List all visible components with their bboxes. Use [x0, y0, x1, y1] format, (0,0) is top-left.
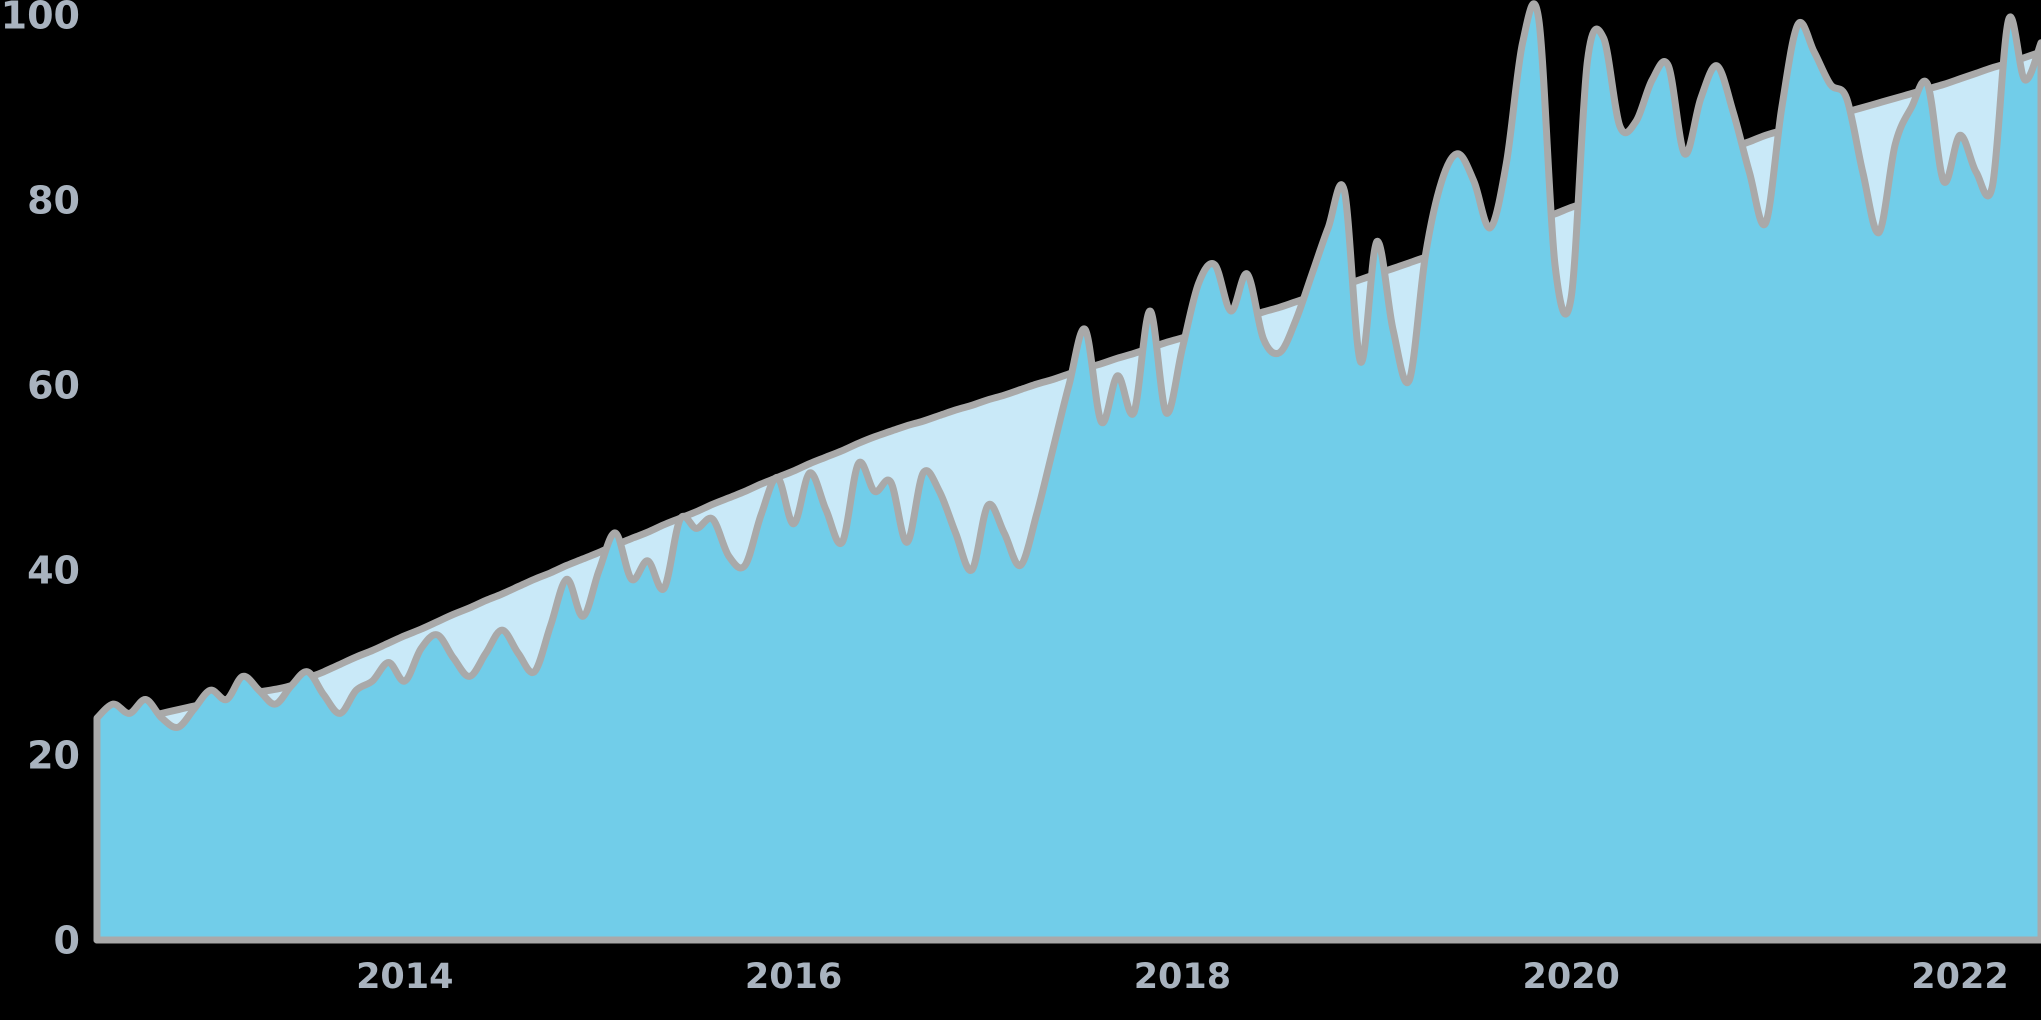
monthly-values-area	[93, 0, 2041, 944]
x-axis-tick-label: 2014	[356, 957, 453, 997]
y-axis-tick-label: 80	[27, 179, 80, 223]
x-axis-tick-label: 2022	[1911, 957, 2008, 997]
y-axis-tick-label: 20	[27, 734, 80, 778]
y-axis-tick-label: 40	[27, 549, 80, 593]
x-axis-tick-label: 2016	[745, 957, 842, 997]
y-axis-tick-label: 100	[1, 0, 80, 38]
y-axis-tick-label: 0	[54, 919, 80, 963]
x-axis-tick-label: 2020	[1522, 957, 1619, 997]
x-axis-tick-label: 2018	[1134, 957, 1231, 997]
y-axis-tick-label: 60	[27, 364, 80, 408]
